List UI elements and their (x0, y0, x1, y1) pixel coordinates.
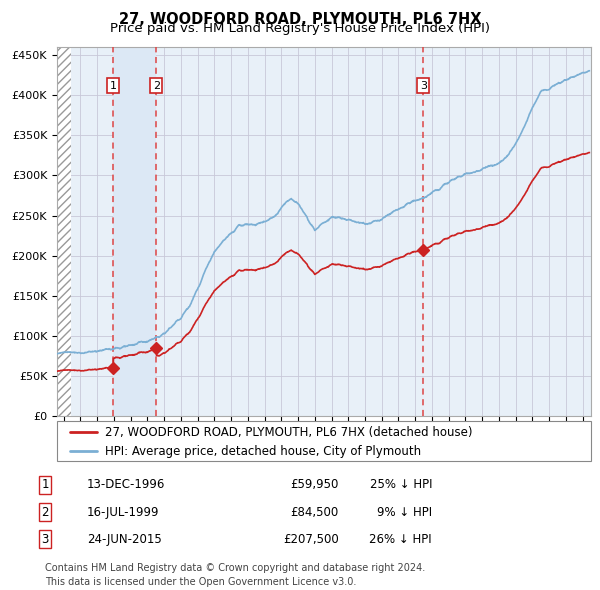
Text: £59,950: £59,950 (290, 478, 339, 491)
Text: 3: 3 (420, 81, 427, 91)
FancyBboxPatch shape (57, 421, 591, 461)
Text: 24-JUN-2015: 24-JUN-2015 (87, 533, 162, 546)
Text: £84,500: £84,500 (291, 506, 339, 519)
Text: 2: 2 (41, 506, 49, 519)
Text: 1: 1 (110, 81, 117, 91)
Text: 27, WOODFORD ROAD, PLYMOUTH, PL6 7HX (detached house): 27, WOODFORD ROAD, PLYMOUTH, PL6 7HX (de… (105, 425, 473, 438)
Text: 2: 2 (153, 81, 160, 91)
Bar (113, 47, 157, 416)
Text: Price paid vs. HM Land Registry's House Price Index (HPI): Price paid vs. HM Land Registry's House … (110, 22, 490, 35)
Text: 16-JUL-1999: 16-JUL-1999 (87, 506, 160, 519)
Text: 26% ↓ HPI: 26% ↓ HPI (370, 533, 432, 546)
Text: 13-DEC-1996: 13-DEC-1996 (87, 478, 166, 491)
Text: 27, WOODFORD ROAD, PLYMOUTH, PL6 7HX: 27, WOODFORD ROAD, PLYMOUTH, PL6 7HX (119, 12, 481, 27)
Text: 9% ↓ HPI: 9% ↓ HPI (377, 506, 432, 519)
Text: 25% ↓ HPI: 25% ↓ HPI (370, 478, 432, 491)
Text: Contains HM Land Registry data © Crown copyright and database right 2024.
This d: Contains HM Land Registry data © Crown c… (45, 563, 425, 587)
Bar (57, 47, 71, 416)
Text: 3: 3 (41, 533, 49, 546)
Text: 1: 1 (41, 478, 49, 491)
Text: £207,500: £207,500 (283, 533, 339, 546)
Text: HPI: Average price, detached house, City of Plymouth: HPI: Average price, detached house, City… (105, 445, 421, 458)
